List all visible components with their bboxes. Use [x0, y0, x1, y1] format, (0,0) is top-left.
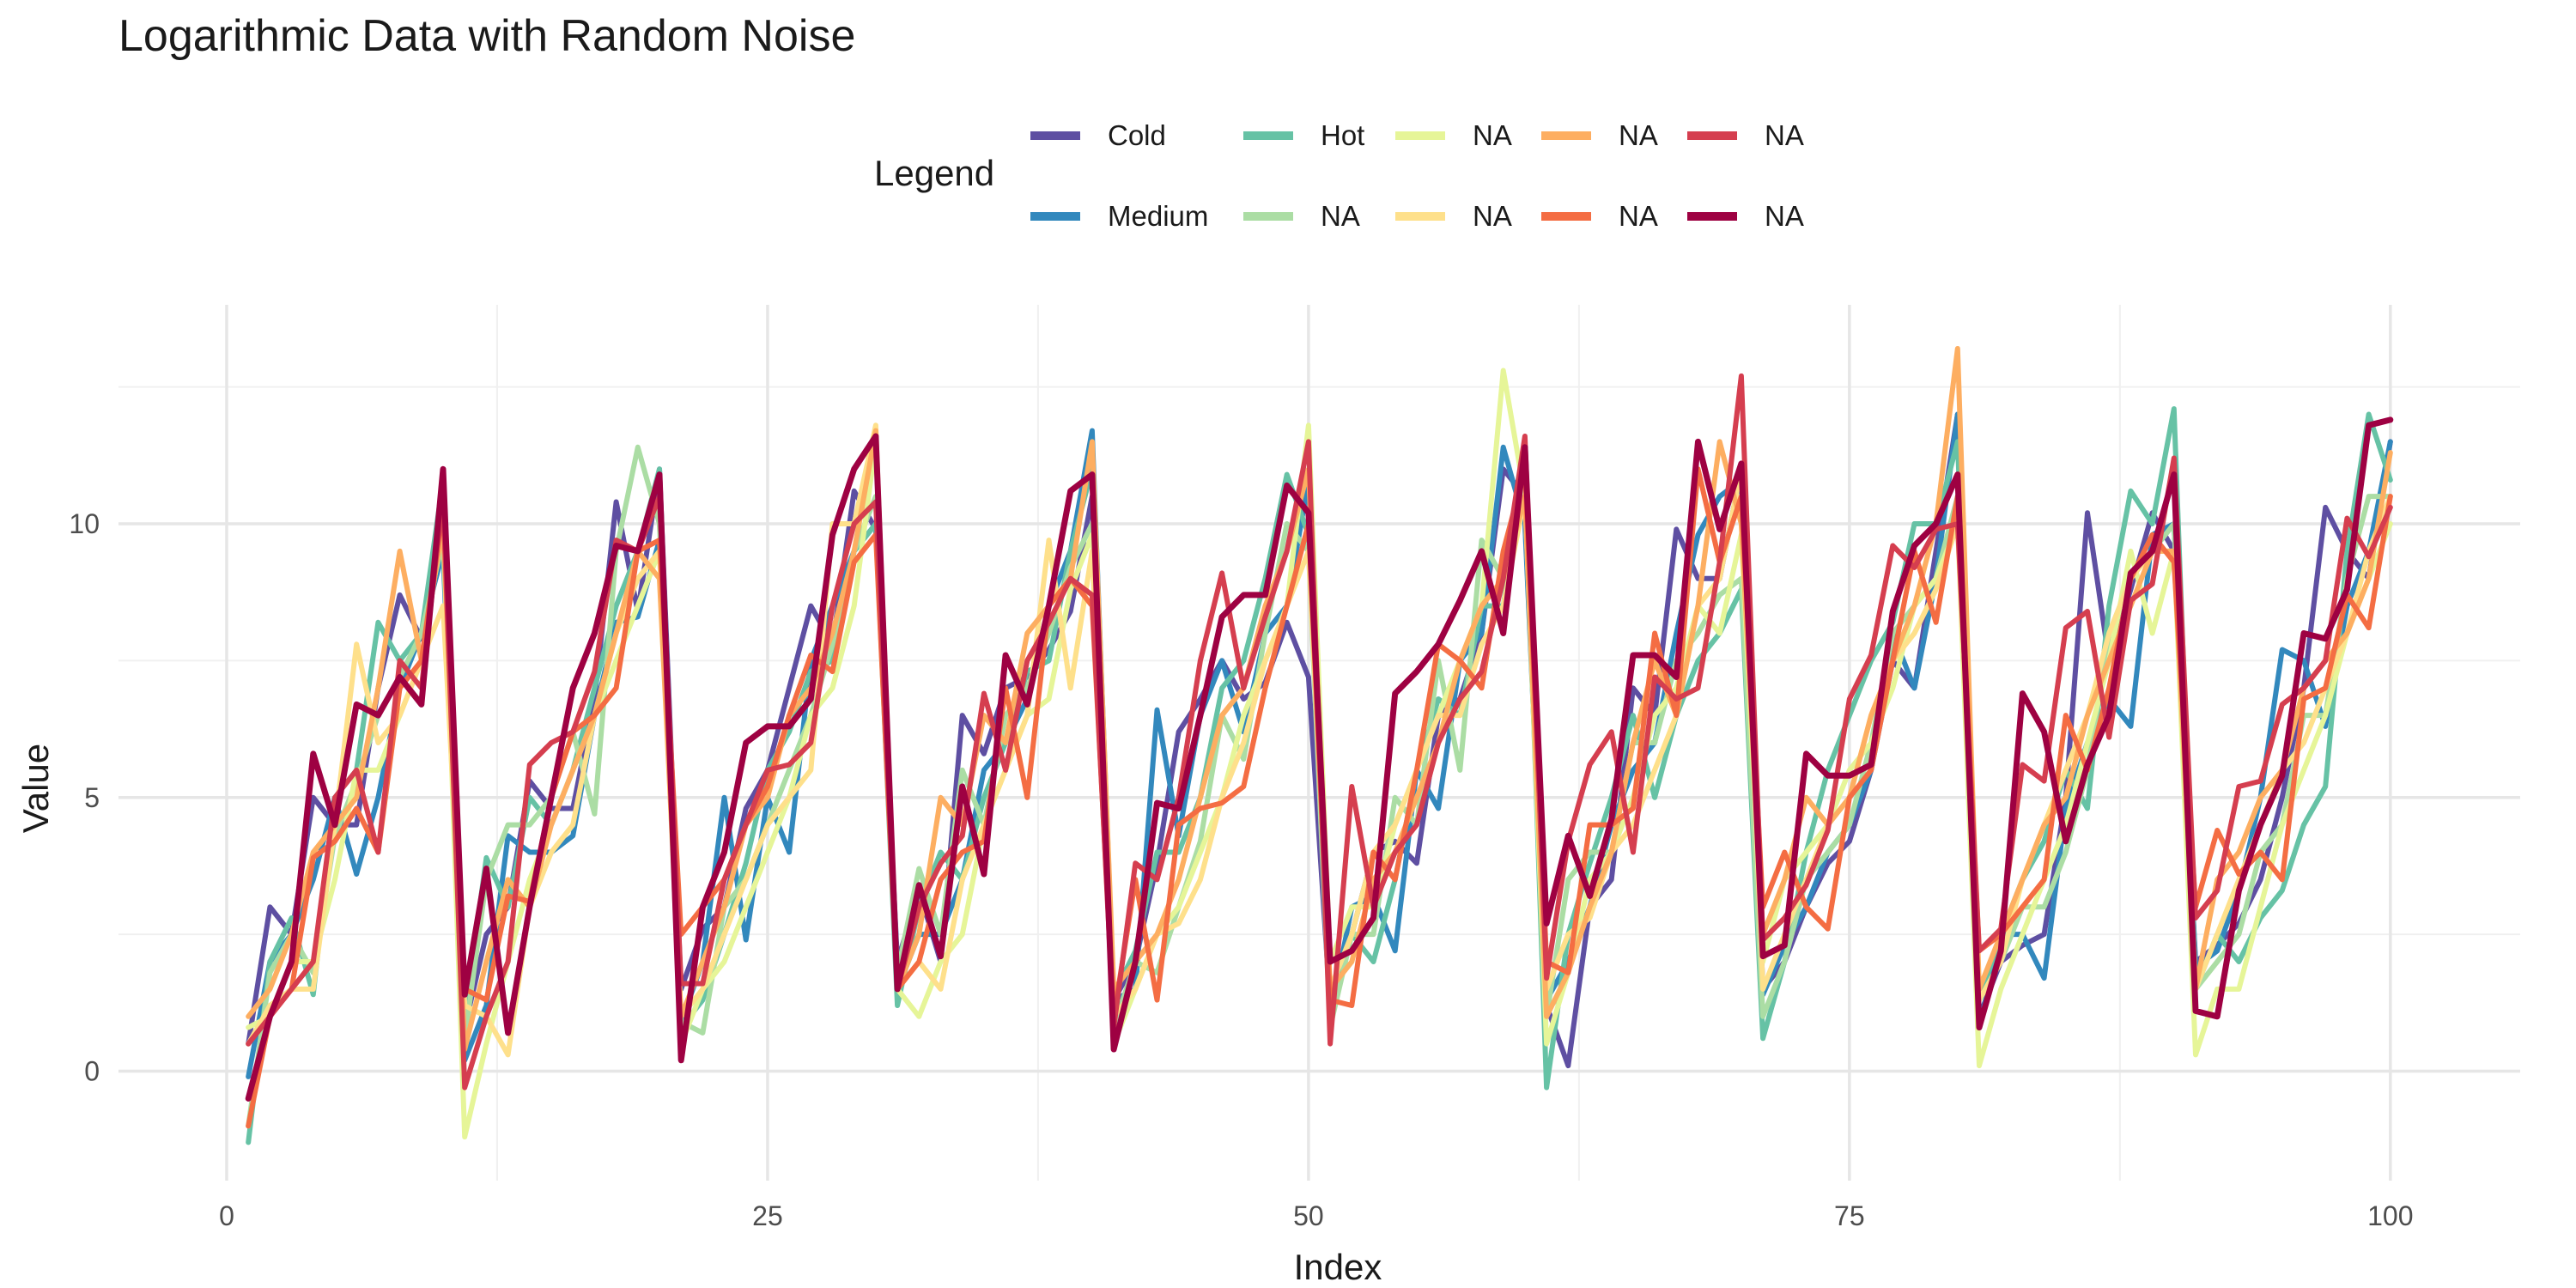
x-tick-label: 100 — [2367, 1200, 2413, 1231]
legend-label: NA — [1321, 200, 1360, 232]
y-tick-label: 0 — [84, 1056, 100, 1087]
legend-label: NA — [1765, 200, 1804, 232]
legend-item-9: NA — [1687, 199, 1804, 234]
legend-swatch — [1030, 212, 1080, 221]
legend-item-3: NA — [1243, 199, 1360, 234]
legend-item-4: NA — [1395, 118, 1512, 153]
x-tick-label: 25 — [752, 1200, 783, 1231]
legend-swatch — [1687, 131, 1737, 140]
legend-item-6: NA — [1541, 118, 1658, 153]
series-lines — [245, 346, 2394, 1145]
legend-item-2: Hot — [1243, 118, 1364, 153]
y-tick-label: 5 — [84, 782, 100, 813]
legend-item-1: Medium — [1030, 199, 1208, 234]
x-tick-label: 50 — [1293, 1200, 1324, 1231]
legend-label: Cold — [1108, 119, 1166, 151]
legend-swatch — [1687, 212, 1737, 221]
legend-label: NA — [1473, 119, 1512, 151]
series-line-9 — [245, 416, 2394, 1102]
y-axis-label: Value — [15, 743, 56, 834]
legend-swatch — [1541, 212, 1591, 221]
y-tick-label: 10 — [69, 508, 100, 539]
legend-label: NA — [1619, 200, 1658, 232]
legend-swatch — [1243, 131, 1293, 140]
legend-item-0: Cold — [1030, 118, 1166, 153]
legend-label: Medium — [1108, 200, 1209, 232]
legend-item-7: NA — [1541, 199, 1658, 234]
legend-swatch — [1243, 212, 1293, 221]
x-tick-label: 75 — [1834, 1200, 1865, 1231]
tick-labels: 0 25 50 75 100 0 5 10 — [69, 508, 2413, 1231]
legend-swatch — [1395, 131, 1445, 140]
legend-swatch — [1395, 212, 1445, 221]
legend-title: Legend — [874, 153, 995, 193]
x-tick-label: 0 — [219, 1200, 234, 1231]
x-axis-label: Index — [1293, 1247, 1382, 1287]
legend-item-8: NA — [1687, 118, 1804, 153]
legend-swatch — [1030, 131, 1080, 140]
legend-swatch — [1541, 131, 1591, 140]
legend-label: NA — [1619, 119, 1658, 151]
legend-item-5: NA — [1395, 199, 1512, 234]
legend-label: NA — [1473, 200, 1512, 232]
legend-label: Hot — [1321, 119, 1365, 151]
chart-title: Logarithmic Data with Random Noise — [118, 11, 856, 61]
legend-label: NA — [1765, 119, 1804, 151]
